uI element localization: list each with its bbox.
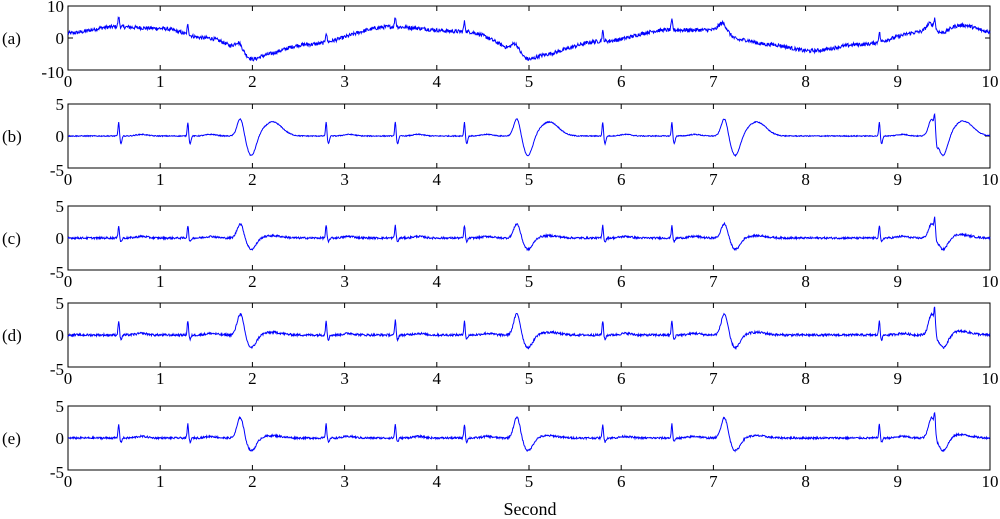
panel-3: (c)50-5 0 1 2 3 4 5 6 7 8 9 10 <box>2 197 999 291</box>
x-tick-label: 4 <box>433 272 442 291</box>
x-tick-label: 9 <box>894 472 903 491</box>
x-tick-label: 4 <box>433 369 442 388</box>
x-tick-label: 2 <box>248 170 257 189</box>
x-tick-label: 5 <box>525 472 534 491</box>
x-tick-label: 8 <box>801 272 810 291</box>
y-tick-label: 0 <box>56 229 65 248</box>
x-tick-label: 3 <box>340 272 349 291</box>
x-tick-label: 1 <box>156 170 165 189</box>
x-tick-label: 10 <box>982 170 999 189</box>
ecg-line <box>67 306 991 351</box>
panels-group: (a)100-10 0 1 2 3 4 5 6 7 8 9 10(b)50-5 0 1 2 3 4 5 6 7 8 9 10… <box>2 0 999 491</box>
x-tick-label: 10 <box>982 72 999 91</box>
x-tick-label: 5 <box>525 170 534 189</box>
x-tick-label: 8 <box>801 170 810 189</box>
panel-label: (b) <box>2 127 22 146</box>
x-tick-label: 9 <box>894 369 903 388</box>
x-tick-label: 6 <box>617 272 626 291</box>
y-tick-label: 5 <box>56 95 65 114</box>
y-tick-label: 5 <box>56 294 65 313</box>
x-tick-label: 0 <box>64 72 73 91</box>
x-tick-label: 10 <box>982 272 999 291</box>
y-tick-label: 5 <box>56 397 65 416</box>
x-tick-label: 10 <box>982 472 999 491</box>
y-tick-label: -5 <box>50 360 64 379</box>
x-tick-label: 1 <box>156 472 165 491</box>
x-tick-label: 9 <box>894 170 903 189</box>
ecg-line <box>67 216 991 252</box>
x-tick-label: 8 <box>801 72 810 91</box>
x-tick-label: 6 <box>617 472 626 491</box>
x-tick-label: 0 <box>64 170 73 189</box>
y-tick-label: -10 <box>41 63 64 82</box>
ecg-line <box>67 112 991 158</box>
panel-label: (a) <box>2 29 21 48</box>
panel-label: (c) <box>2 229 21 248</box>
x-tick-label: 5 <box>525 369 534 388</box>
x-tick-label: 7 <box>709 72 718 91</box>
x-tick-label: 0 <box>64 472 73 491</box>
x-tick-label: 1 <box>156 272 165 291</box>
x-tick-label: 2 <box>248 272 257 291</box>
panel-2: (b)50-5 0 1 2 3 4 5 6 7 8 9 10 <box>2 95 999 189</box>
panel-4: (d)50-5 0 1 2 3 4 5 6 7 8 9 10 <box>2 294 999 388</box>
x-tick-label: 3 <box>340 170 349 189</box>
x-tick-label: 7 <box>709 472 718 491</box>
x-tick-label: 6 <box>617 369 626 388</box>
x-tick-label: 7 <box>709 170 718 189</box>
x-tick-label: 5 <box>525 72 534 91</box>
y-tick-label: 10 <box>47 0 64 16</box>
y-tick-label: 0 <box>56 29 65 48</box>
x-tick-label: 0 <box>64 369 73 388</box>
x-tick-label: 8 <box>801 472 810 491</box>
y-tick-label: -5 <box>50 263 64 282</box>
x-tick-label: 4 <box>433 72 442 91</box>
y-tick-label: 0 <box>56 326 65 345</box>
x-tick-label: 3 <box>340 72 349 91</box>
panel-label: (d) <box>2 326 22 345</box>
x-tick-label: 7 <box>709 369 718 388</box>
x-tick-label: 2 <box>248 369 257 388</box>
x-tick-label: 8 <box>801 369 810 388</box>
y-tick-label: 0 <box>56 127 65 146</box>
y-tick-label: 0 <box>56 429 65 448</box>
x-tick-label: 1 <box>156 72 165 91</box>
x-tick-label: 5 <box>525 272 534 291</box>
y-tick-label: -5 <box>50 463 64 482</box>
x-axis-label: Second <box>504 499 557 519</box>
x-tick-label: 3 <box>340 472 349 491</box>
x-tick-label: 4 <box>433 472 442 491</box>
x-tick-label: 9 <box>894 272 903 291</box>
x-tick-label: 6 <box>617 72 626 91</box>
x-tick-label: 0 <box>64 272 73 291</box>
x-tick-label: 7 <box>709 272 718 291</box>
x-tick-label: 6 <box>617 170 626 189</box>
x-tick-label: 1 <box>156 369 165 388</box>
x-tick-label: 9 <box>894 72 903 91</box>
x-tick-label: 4 <box>433 170 442 189</box>
y-tick-label: -5 <box>50 161 64 180</box>
panel-label: (e) <box>2 429 21 448</box>
x-tick-label: 2 <box>248 72 257 91</box>
x-tick-label: 10 <box>982 369 999 388</box>
y-tick-label: 5 <box>56 197 65 216</box>
panel-1: (a)100-10 0 1 2 3 4 5 6 7 8 9 10 <box>2 0 999 91</box>
ecg-line <box>67 16 991 62</box>
panel-5: (e)50-5 0 1 2 3 4 5 6 7 8 9 10 <box>2 397 999 491</box>
x-tick-label: 3 <box>340 369 349 388</box>
ecg-line <box>67 411 991 453</box>
x-tick-label: 2 <box>248 472 257 491</box>
